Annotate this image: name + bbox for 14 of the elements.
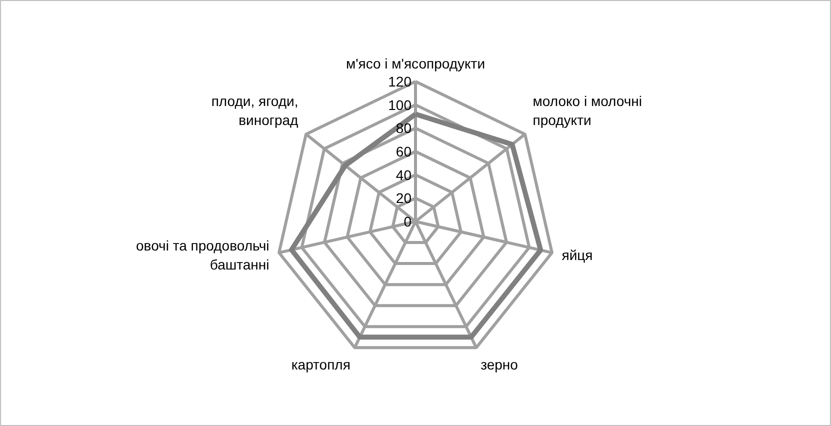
spoke-label: яйця bbox=[562, 246, 593, 263]
y-tick-label: 40 bbox=[396, 166, 412, 183]
spoke-label: зерно bbox=[480, 356, 518, 373]
y-tick-label: 60 bbox=[396, 144, 412, 160]
spoke-label: молоко і молочні продукти bbox=[532, 92, 642, 128]
spoke-label: овочі та продовольчі баштанні bbox=[136, 237, 270, 272]
y-tick-label: 80 bbox=[396, 120, 412, 136]
y-tick-label: 20 bbox=[396, 190, 412, 206]
spoke-label: картопля bbox=[291, 356, 350, 373]
spoke-label: плоди, ягоди, виноград bbox=[211, 92, 298, 128]
y-tick-label: 0 bbox=[404, 214, 412, 230]
spoke-label: м'ясо і м'ясопродукти bbox=[346, 56, 486, 72]
y-tick-label: 100 bbox=[388, 96, 412, 113]
y-tick-label: 120 bbox=[388, 74, 412, 90]
